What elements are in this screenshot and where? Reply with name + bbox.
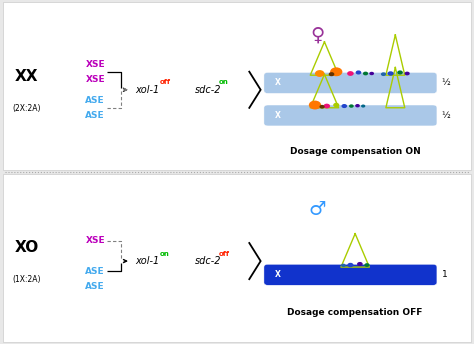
Text: Dosage compensation OFF: Dosage compensation OFF	[287, 308, 423, 317]
Circle shape	[355, 104, 360, 107]
Text: ♂: ♂	[309, 200, 326, 219]
Text: ♀: ♀	[310, 25, 325, 44]
Text: XSE: XSE	[85, 75, 105, 84]
Circle shape	[341, 104, 347, 108]
Circle shape	[323, 104, 330, 108]
Text: X: X	[275, 111, 281, 120]
Circle shape	[309, 100, 321, 109]
Text: ½: ½	[442, 111, 450, 120]
Text: 1: 1	[442, 270, 447, 279]
Text: XSE: XSE	[85, 236, 105, 245]
FancyBboxPatch shape	[264, 105, 437, 126]
Circle shape	[404, 72, 410, 75]
Circle shape	[397, 71, 403, 75]
Circle shape	[341, 264, 346, 267]
Circle shape	[347, 263, 354, 267]
Circle shape	[365, 263, 370, 267]
Text: X: X	[275, 78, 281, 87]
Text: (1X:2A): (1X:2A)	[12, 276, 41, 284]
Circle shape	[328, 72, 334, 76]
Text: XX: XX	[15, 68, 38, 84]
Text: XSE: XSE	[85, 60, 105, 68]
Text: on: on	[219, 79, 229, 85]
FancyBboxPatch shape	[3, 174, 471, 342]
Text: off: off	[219, 250, 230, 257]
Circle shape	[349, 104, 354, 108]
Text: ASE: ASE	[85, 282, 105, 291]
Circle shape	[369, 72, 374, 75]
Circle shape	[363, 72, 368, 75]
Text: off: off	[160, 79, 171, 85]
Text: (2X:2A): (2X:2A)	[12, 104, 41, 113]
Text: sdc-2: sdc-2	[194, 85, 221, 95]
Text: ½: ½	[442, 78, 450, 87]
Text: X: X	[275, 270, 281, 279]
Text: xol-1: xol-1	[136, 256, 160, 266]
Text: on: on	[160, 250, 170, 257]
Text: XO: XO	[15, 240, 39, 255]
Text: xol-1: xol-1	[136, 85, 160, 95]
Text: ASE: ASE	[85, 111, 105, 120]
Circle shape	[381, 72, 386, 76]
Text: ASE: ASE	[85, 267, 105, 276]
Circle shape	[319, 105, 325, 109]
Circle shape	[356, 71, 361, 75]
Circle shape	[357, 262, 363, 266]
Circle shape	[388, 71, 394, 76]
Text: sdc-2: sdc-2	[194, 256, 221, 266]
FancyBboxPatch shape	[3, 2, 471, 170]
Circle shape	[330, 67, 342, 76]
Circle shape	[333, 103, 339, 107]
Text: Dosage compensation ON: Dosage compensation ON	[290, 147, 420, 156]
FancyBboxPatch shape	[264, 73, 437, 93]
FancyBboxPatch shape	[264, 264, 437, 285]
Circle shape	[361, 105, 365, 108]
Text: ASE: ASE	[85, 96, 105, 105]
Circle shape	[315, 70, 324, 77]
Circle shape	[347, 71, 354, 76]
